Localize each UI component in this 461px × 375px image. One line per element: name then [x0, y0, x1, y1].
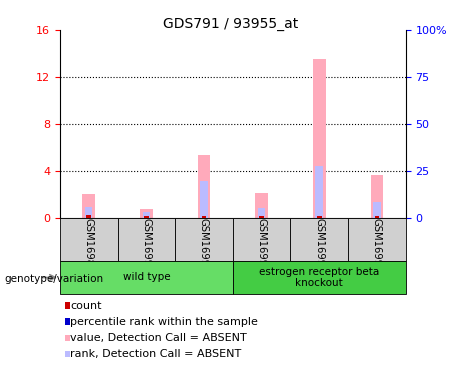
- Bar: [142, 212, 150, 217]
- Bar: [258, 207, 266, 218]
- Bar: [255, 193, 268, 217]
- Bar: [374, 216, 379, 217]
- Bar: [85, 207, 93, 218]
- Text: GSM16991: GSM16991: [199, 218, 209, 273]
- Text: genotype/variation: genotype/variation: [5, 274, 104, 284]
- Bar: [313, 59, 325, 217]
- Text: GSM16994: GSM16994: [372, 218, 382, 273]
- Bar: [317, 216, 321, 217]
- Bar: [233, 261, 406, 294]
- Text: percentile rank within the sample: percentile rank within the sample: [71, 317, 258, 327]
- Bar: [60, 261, 233, 294]
- Text: GDS791 / 93955_at: GDS791 / 93955_at: [163, 17, 298, 31]
- Bar: [290, 217, 348, 261]
- Bar: [348, 217, 406, 261]
- Bar: [371, 176, 383, 217]
- Bar: [233, 217, 290, 261]
- Text: GSM16990: GSM16990: [142, 218, 151, 273]
- Text: GSM16989: GSM16989: [84, 218, 94, 273]
- Bar: [259, 216, 264, 217]
- Text: GSM16992: GSM16992: [257, 218, 266, 273]
- Bar: [200, 181, 208, 218]
- Bar: [60, 217, 118, 261]
- Text: count: count: [71, 301, 102, 310]
- Bar: [118, 217, 175, 261]
- Bar: [144, 216, 148, 217]
- Bar: [83, 194, 95, 217]
- Text: estrogen receptor beta
knockout: estrogen receptor beta knockout: [259, 267, 379, 288]
- Text: GSM16993: GSM16993: [314, 218, 324, 273]
- Bar: [140, 209, 153, 218]
- Bar: [175, 217, 233, 261]
- Bar: [373, 202, 381, 217]
- Bar: [86, 215, 91, 217]
- Bar: [315, 166, 323, 218]
- Text: rank, Detection Call = ABSENT: rank, Detection Call = ABSENT: [71, 349, 242, 359]
- Bar: [198, 155, 210, 218]
- Text: value, Detection Call = ABSENT: value, Detection Call = ABSENT: [71, 333, 247, 343]
- Bar: [201, 216, 206, 217]
- Text: wild type: wild type: [123, 273, 170, 282]
